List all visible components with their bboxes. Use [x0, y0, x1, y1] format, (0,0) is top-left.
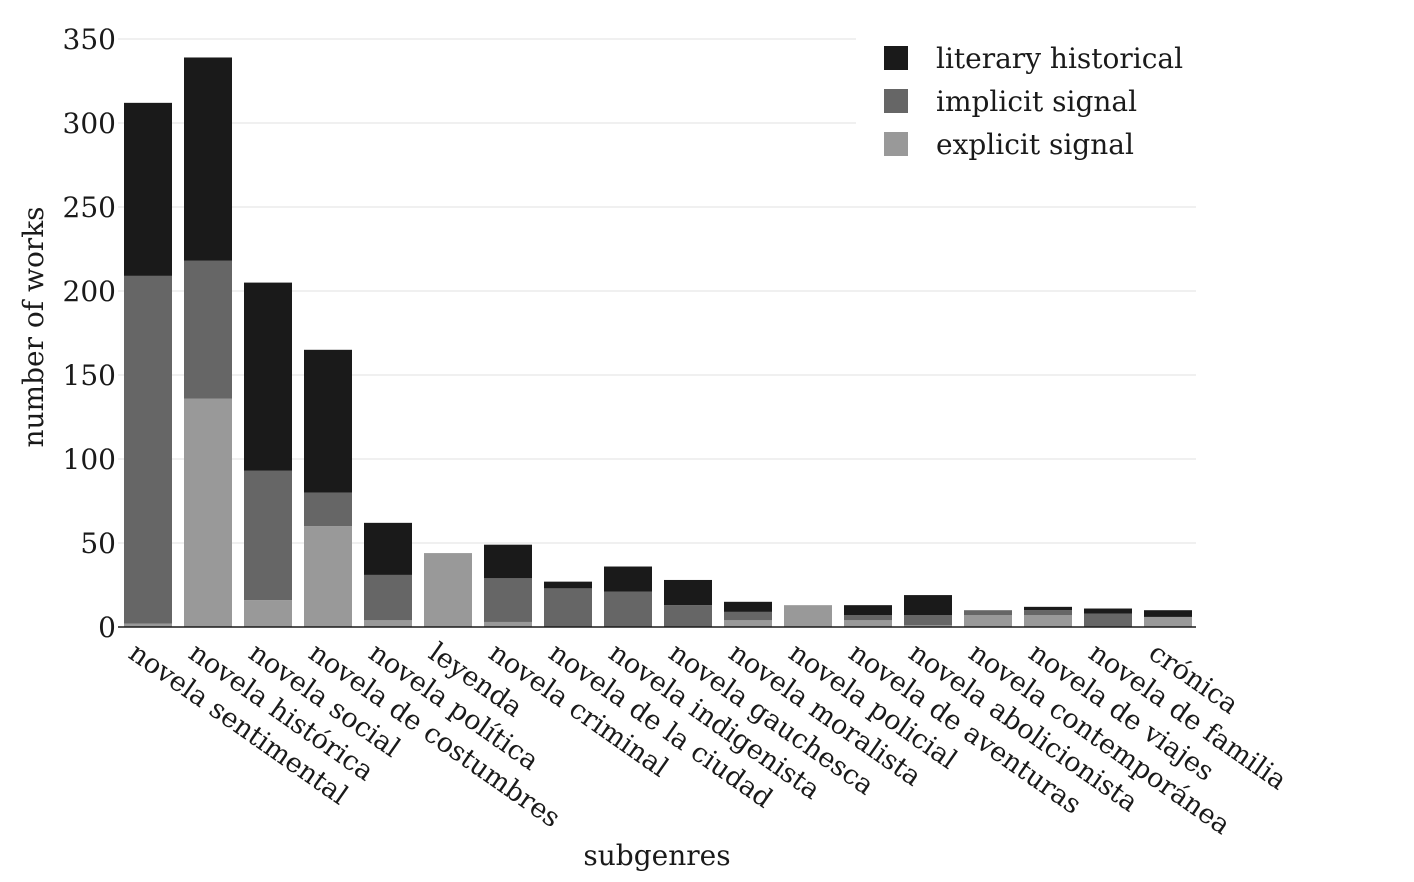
legend-swatch	[884, 132, 908, 156]
legend-swatch	[884, 46, 908, 70]
legend-label: explicit signal	[936, 128, 1134, 161]
bar-segment	[244, 470, 292, 601]
bar-segment	[1024, 610, 1072, 616]
bar-segment	[1144, 610, 1192, 617]
bars	[124, 57, 1192, 627]
legend-swatch	[884, 89, 908, 113]
bar-segment	[1144, 616, 1192, 627]
legend: literary historical implicit signal explic…	[884, 42, 1183, 161]
bar-segment	[904, 595, 952, 616]
bar-segment	[844, 605, 892, 616]
bar-segment	[904, 625, 952, 627]
bar-segment	[304, 349, 352, 493]
bar-segment	[484, 621, 532, 627]
bar-segment	[964, 610, 1012, 616]
bar-segment	[484, 544, 532, 579]
bar-segment	[244, 600, 292, 627]
bar-segment	[1024, 615, 1072, 627]
bar-segment	[604, 566, 652, 592]
y-tick-label: 200	[63, 275, 116, 308]
bar-segment	[904, 615, 952, 626]
bar-segment	[724, 601, 772, 612]
bar-segment	[364, 522, 412, 575]
gridlines	[118, 38, 1196, 544]
y-tick-label: 150	[63, 359, 116, 392]
bar-segment	[364, 574, 412, 621]
bar-segment	[724, 620, 772, 627]
bar-segment	[424, 553, 472, 627]
y-tick-label: 0	[98, 611, 116, 644]
bar-segment	[844, 615, 892, 621]
bar-segment	[544, 588, 592, 627]
bar-segment	[304, 492, 352, 527]
y-tick-label: 350	[63, 23, 116, 56]
x-axis-title: subgenres	[583, 839, 730, 872]
bar-segment	[124, 275, 172, 624]
y-tick-label: 300	[63, 107, 116, 140]
legend-label: implicit signal	[936, 85, 1137, 118]
bar-segment	[1084, 608, 1132, 614]
bar-segment	[664, 605, 712, 627]
bar-segment	[304, 526, 352, 627]
bar-segment	[124, 623, 172, 627]
bar-segment	[124, 102, 172, 276]
bar-segment	[664, 579, 712, 606]
bar-segment	[1084, 613, 1132, 627]
bar-segment	[844, 620, 892, 627]
bar-segment	[244, 282, 292, 471]
bar-segment	[484, 578, 532, 622]
y-tick-label: 50	[80, 527, 116, 560]
y-tick-label: 100	[63, 443, 116, 476]
bar-segment	[1024, 606, 1072, 611]
bar-segment	[184, 398, 232, 627]
bar-segment	[604, 591, 652, 627]
bar-segment	[724, 611, 772, 621]
legend-label: literary historical	[936, 42, 1183, 75]
bar-segment	[184, 260, 232, 399]
bar-segment	[364, 620, 412, 627]
y-tick-label: 250	[63, 191, 116, 224]
bar-segment	[544, 581, 592, 589]
y-axis-title: number of works	[17, 206, 50, 447]
bar-segment	[184, 57, 232, 261]
bar-segment	[964, 615, 1012, 627]
bar-segment	[784, 605, 832, 627]
